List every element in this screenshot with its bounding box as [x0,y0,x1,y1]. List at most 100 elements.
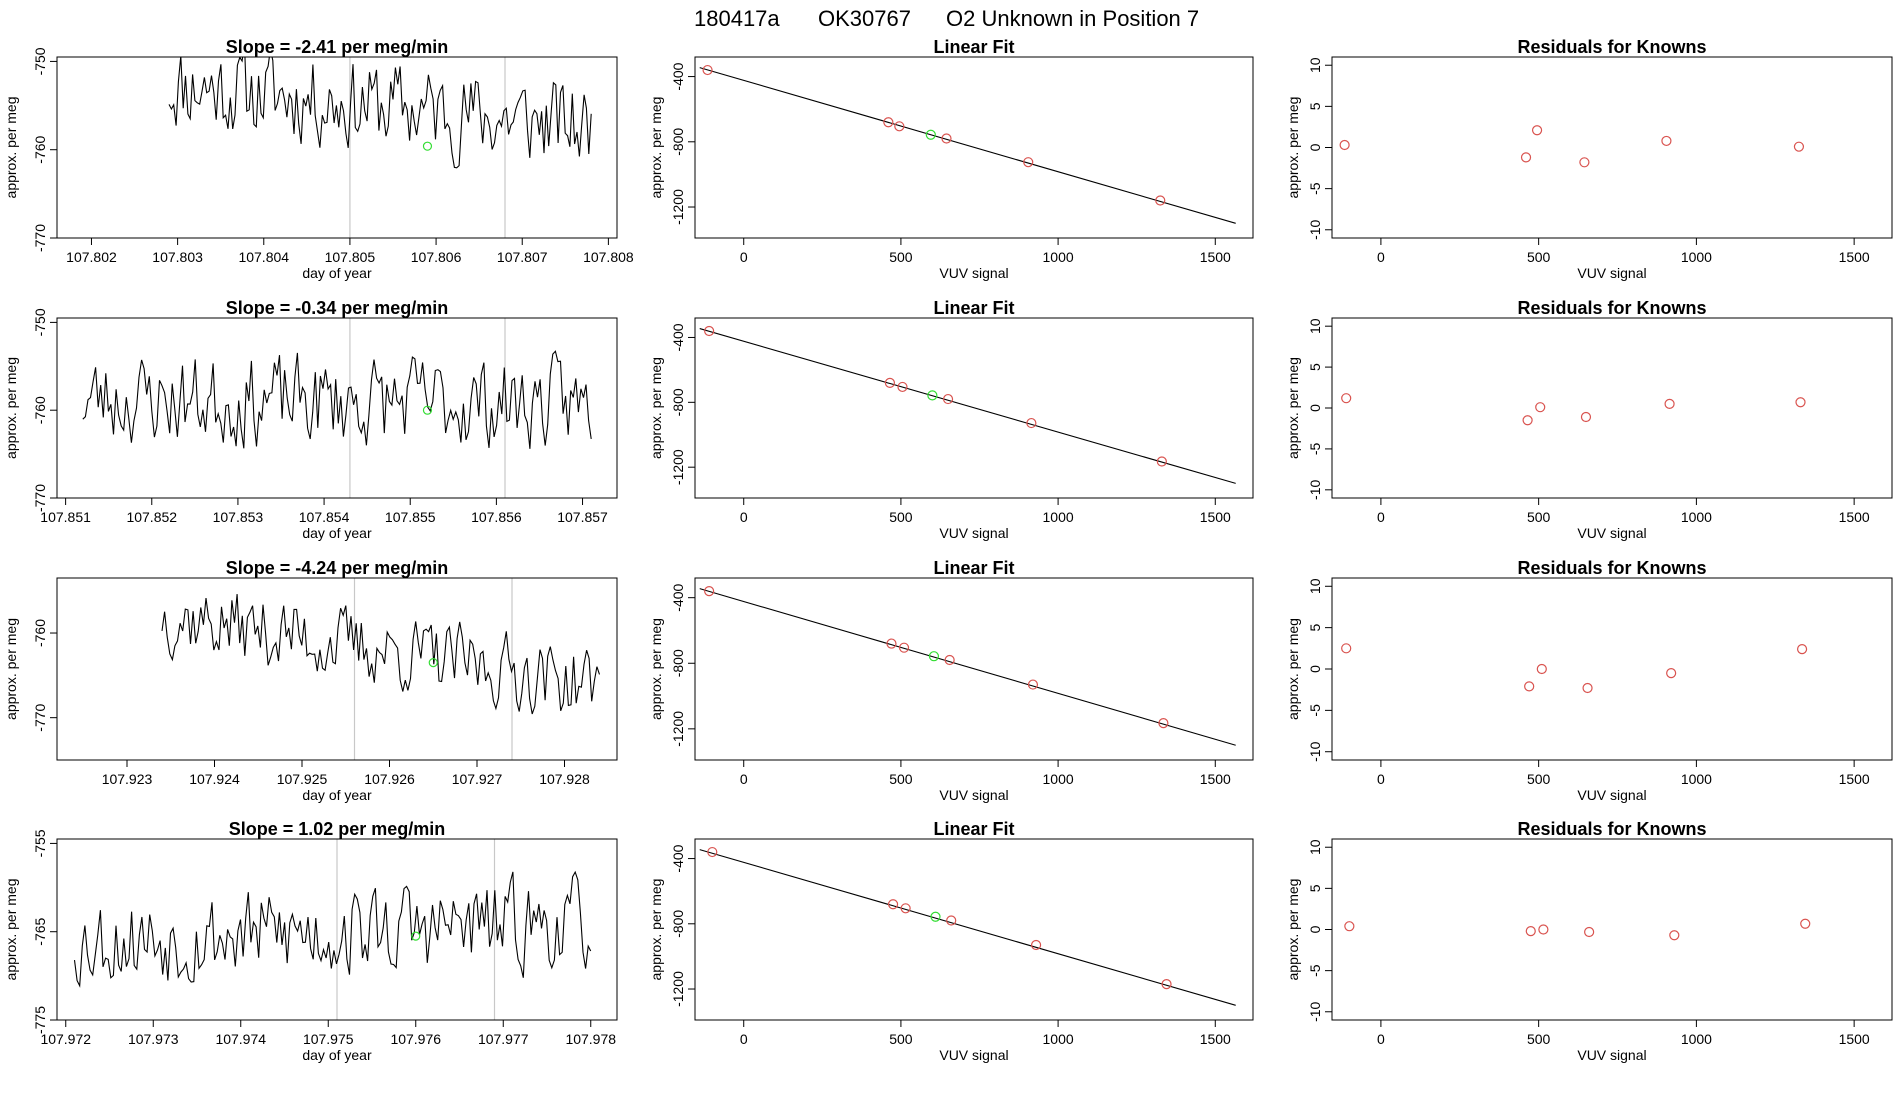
x-tick-label: 0 [740,1031,748,1047]
y-axis-label: approx. per meg [1285,97,1301,199]
plot-frame [694,838,1254,1021]
y-axis-label: approx. per meg [1285,357,1301,459]
x-tick-label: 1000 [1043,1031,1074,1047]
y-tick-label: -400 [670,323,686,351]
panel-title: Residuals for Knowns [1517,298,1706,318]
x-tick-label: 1000 [1681,509,1712,525]
y-axis-label: approx. per meg [1285,879,1301,981]
x-tick-label: 107.975 [303,1031,354,1047]
panel-linear_fit-row0: Linear Fit 0 500 1000 1500 VUV signal -1200 -80… [648,37,1254,281]
x-tick-label: 1500 [1839,771,1870,787]
panel-grid: Slope = -2.41 per meg/min 107.802 107.803 1… [3,37,1893,1063]
panel-title: Residuals for Knowns [1517,558,1706,578]
y-tick-label: 5 [1307,884,1323,892]
x-tick-label: 1000 [1681,1031,1712,1047]
fit-line [699,328,1236,484]
x-tick-label: 107.856 [471,509,522,525]
plot-frame [694,317,1254,499]
plot-frame [1331,838,1893,1021]
figure-title-tank: OK30767 [818,6,911,31]
x-tick-label: 500 [889,249,913,265]
x-tick-label: 107.978 [565,1031,616,1047]
panel-title: Slope = -0.34 per meg/min [226,298,449,318]
x-tick-label: 107.808 [583,249,634,265]
residual-point [1525,926,1536,937]
plot-frame [56,317,618,499]
y-tick-label: -400 [670,844,686,872]
x-tick-label: 107.972 [40,1031,91,1047]
y-tick-label: -10 [1307,479,1323,499]
unknown-point-marker [422,141,433,151]
data-trace-line [82,350,592,449]
y-tick-label: -760 [32,619,48,647]
x-tick-label: 500 [889,509,913,525]
x-tick-label: 107.806 [411,249,462,265]
x-tick-label: 500 [1527,1031,1551,1047]
x-tick-label: 500 [1527,771,1551,787]
x-tick-label: 107.855 [385,509,436,525]
residual-point [1800,918,1811,929]
y-tick-label: 5 [1307,102,1323,110]
x-tick-label: 500 [1527,249,1551,265]
panel-title: Slope = -2.41 per meg/min [226,37,449,57]
panel-title: Linear Fit [933,37,1014,57]
known-standard-point [894,121,905,132]
data-trace-line [168,57,592,169]
x-tick-label: 1500 [1839,249,1870,265]
known-standard-point [898,642,910,653]
x-axis-label: VUV signal [1577,787,1646,803]
residual-point [1531,125,1543,136]
x-tick-label: 107.852 [126,509,177,525]
known-standard-point [897,381,908,393]
y-tick-label: -755 [32,829,48,857]
panel-title: Residuals for Knowns [1517,819,1706,839]
plot-frame [1331,56,1893,239]
residual-point [1584,926,1595,938]
y-tick-label: 5 [1307,624,1323,632]
y-tick-label: -750 [32,308,48,336]
panel-title: Residuals for Knowns [1517,37,1706,57]
x-axis-label: VUV signal [939,787,1008,803]
residual-point [1341,643,1352,654]
x-tick-label: 107.804 [238,249,289,265]
y-axis-label: approx. per meg [1285,618,1301,720]
residual-point [1582,682,1593,694]
x-tick-label: 1500 [1200,249,1231,265]
y-axis-label: approx. per meg [3,618,19,720]
known-standard-point [707,846,718,858]
y-tick-label: -770 [32,484,48,512]
y-tick-label: -1200 [670,449,686,485]
unknown-point-marker [930,911,941,922]
x-axis-label: day of year [302,525,372,541]
unknown-point-marker [925,129,936,140]
residual-point [1579,157,1590,168]
y-axis-label: approx. per meg [648,97,664,199]
known-standard-point [883,117,894,128]
y-tick-label: 0 [1307,143,1323,151]
panel-title: Slope = -4.24 per meg/min [226,558,449,578]
x-axis-label: VUV signal [1577,525,1646,541]
y-axis-label: approx. per meg [3,97,19,199]
y-tick-label: -1200 [670,711,686,747]
x-tick-label: 107.857 [557,509,608,525]
x-tick-label: 107.807 [497,249,548,265]
panel-title: Linear Fit [933,298,1014,318]
y-tick-label: 5 [1307,363,1323,371]
y-tick-label: -5 [1307,182,1323,195]
x-axis-label: day of year [302,787,372,803]
y-tick-label: -10 [1307,1001,1323,1021]
unknown-point-marker [928,651,940,662]
x-tick-label: 1500 [1200,771,1231,787]
x-tick-label: 107.851 [40,509,91,525]
x-tick-label: 1500 [1200,509,1231,525]
y-tick-label: -770 [32,703,48,731]
x-tick-label: 107.802 [66,249,117,265]
y-axis-label: approx. per meg [648,618,664,720]
known-standard-point [942,393,954,405]
data-trace-line [73,870,592,988]
panel-title: Slope = 1.02 per meg/min [229,819,446,839]
unknown-point-marker [411,931,421,941]
known-standard-point [702,64,713,76]
x-tick-label: 500 [889,771,913,787]
